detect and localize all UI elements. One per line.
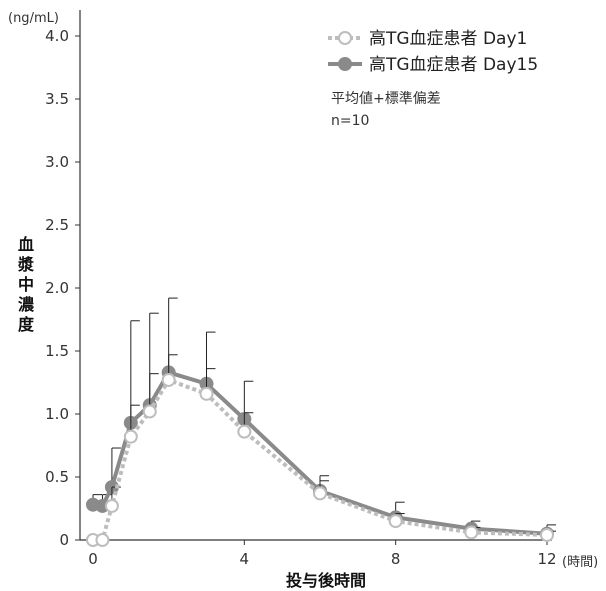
y-axis-title-char: 度 xyxy=(18,315,35,334)
x-tick-label: 12 xyxy=(537,550,556,568)
y-tick-label: 0.5 xyxy=(45,468,69,486)
y-tick-label: 1.0 xyxy=(45,405,69,423)
series-1 xyxy=(86,297,556,541)
data-point xyxy=(104,498,119,513)
data-point xyxy=(123,429,138,444)
y-tick-label: 4.0 xyxy=(45,27,69,45)
y-tick-label: 3.0 xyxy=(45,153,69,171)
data-point xyxy=(161,372,176,387)
x-unit-label: (時間) xyxy=(562,555,598,570)
note-stat-label: 平均値+標準偏差 xyxy=(331,91,441,107)
legend-day15-label: 高TG血症患者 Day15 xyxy=(369,55,538,75)
note-n-label: n=10 xyxy=(331,113,369,129)
x-tick-label: 4 xyxy=(240,550,250,568)
axes-layer: 0 0.5 1.0 1.5 2.0 2.5 3.0 3.5 4.0 0 4 8 12 xyxy=(45,10,557,568)
labels-layer: (ng/mL) (時間) 投与後時間 血漿中濃度 xyxy=(8,11,598,590)
series-line xyxy=(92,370,548,536)
legend-day1-marker xyxy=(338,31,352,45)
data-point xyxy=(313,486,327,501)
y-tick-label: 0 xyxy=(59,531,69,549)
series-0 xyxy=(86,354,556,547)
series-layer xyxy=(86,297,556,547)
legend: 高TG血症患者 Day1 高TG血症患者 Day15 平均値+標準偏差 n=10 xyxy=(328,29,538,129)
x-tick-label: 8 xyxy=(391,550,401,568)
y-tick-label: 2.0 xyxy=(45,279,69,297)
y-unit-label: (ng/mL) xyxy=(8,11,59,26)
series-line xyxy=(93,377,548,542)
y-axis-title-char: 中 xyxy=(18,275,34,294)
data-point xyxy=(237,424,252,439)
data-point xyxy=(95,533,110,547)
data-point xyxy=(388,514,403,529)
y-axis-title-char: 漿 xyxy=(17,255,35,274)
x-tick-label: 0 xyxy=(88,550,98,568)
data-point xyxy=(199,386,214,401)
x-axis-title: 投与後時間 xyxy=(286,571,366,590)
data-point xyxy=(142,404,157,419)
y-axis-title: 血漿中濃度 xyxy=(17,235,35,334)
y-tick-label: 1.5 xyxy=(45,342,69,360)
legend-day15-marker xyxy=(338,57,352,71)
y-tick-label: 2.5 xyxy=(45,216,69,234)
y-axis-title-char: 濃 xyxy=(18,295,35,314)
data-point xyxy=(540,527,554,542)
y-axis-title-char: 血 xyxy=(18,235,34,254)
y-tick-label: 3.5 xyxy=(45,90,69,108)
legend-day1-label: 高TG血症患者 Day1 xyxy=(369,29,527,49)
data-point xyxy=(464,525,479,540)
